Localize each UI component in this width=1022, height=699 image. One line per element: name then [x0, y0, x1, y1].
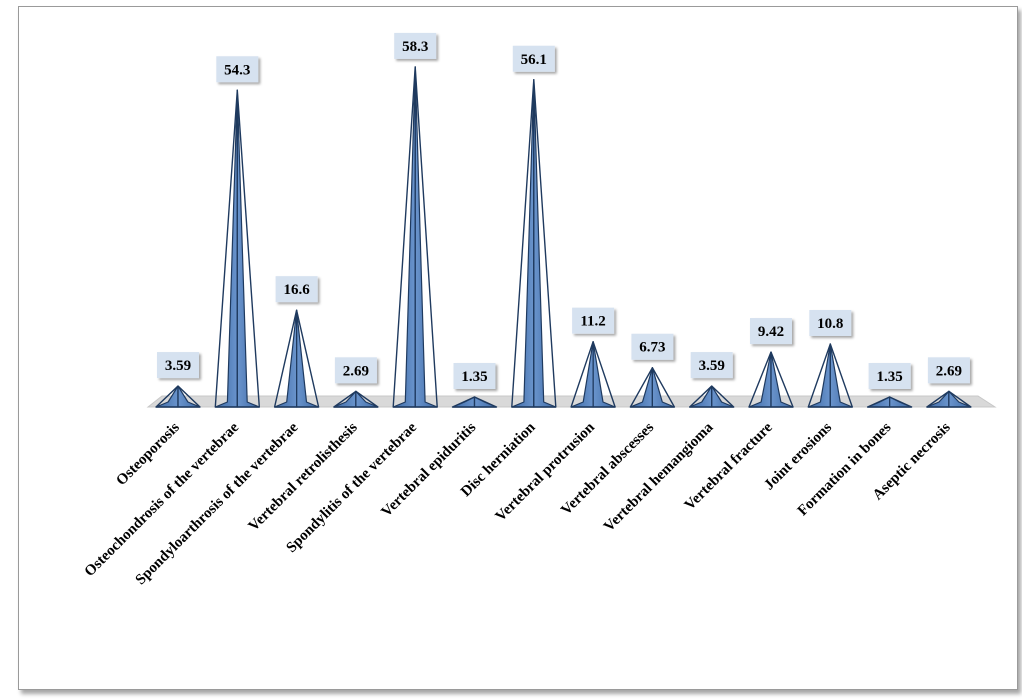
pyramid-bar: [155, 385, 201, 408]
pyramid-bar: [748, 351, 794, 408]
data-label-text: 16.6: [283, 282, 310, 298]
data-label-text: 58.3: [402, 39, 428, 55]
data-label: 54.3: [216, 56, 259, 83]
pyramid-bar: [511, 79, 557, 408]
data-label: 9.42: [750, 318, 792, 345]
data-label: 1.35: [453, 363, 496, 389]
data-label-box: [809, 310, 852, 336]
pyramid-bar: [392, 66, 438, 408]
data-label-box: [275, 276, 318, 303]
data-label-text: 10.8: [817, 316, 843, 332]
data-label-text: 2.69: [343, 363, 369, 379]
data-label-box: [631, 333, 674, 360]
pyramid-bar: [451, 396, 498, 408]
data-label-box: [927, 357, 970, 384]
data-label-text: 11.2: [580, 314, 605, 330]
data-label: 6.73: [631, 333, 674, 360]
data-label-box: [512, 45, 555, 72]
pyramid-bar: [866, 396, 913, 408]
data-label-text: 2.69: [936, 363, 962, 379]
pyramid-bar: [333, 390, 379, 408]
pyramid-bar: [273, 309, 320, 408]
pyramid-bar: [926, 390, 972, 408]
data-label-box: [334, 357, 377, 384]
data-label-text: 1.35: [461, 369, 487, 385]
data-label: 2.69: [334, 357, 377, 384]
chart-frame: [18, 6, 1018, 690]
data-label-box: [394, 32, 437, 59]
pyramid-bar: [629, 367, 676, 408]
data-label-text: 54.3: [224, 62, 250, 78]
data-label-box: [572, 307, 615, 334]
data-label-text: 3.59: [699, 358, 725, 374]
data-label: 3.59: [690, 352, 733, 379]
pyramid-bar: [214, 89, 260, 408]
pyramid-bar: [689, 385, 735, 408]
data-label-text: 6.73: [639, 340, 665, 356]
data-label: 58.3: [394, 32, 437, 59]
data-label-box: [216, 56, 259, 83]
data-label: 1.35: [868, 363, 911, 389]
data-label-box: [157, 352, 199, 379]
data-label: 56.1: [512, 45, 555, 72]
pyramid-bar: [570, 340, 616, 408]
data-label: 16.6: [275, 276, 318, 303]
data-label-text: 9.42: [758, 324, 784, 340]
data-label-box: [868, 363, 911, 389]
x-tick-label: Vertebral protrusion: [493, 419, 599, 525]
data-label-box: [453, 363, 496, 389]
x-tick-label: Vertebral hemangioma: [601, 419, 717, 535]
data-label: 10.8: [809, 310, 852, 336]
data-label: 11.2: [572, 307, 615, 334]
data-label: 3.59: [157, 352, 199, 379]
data-label-text: 3.59: [165, 358, 191, 374]
pyramid-bar: [807, 343, 853, 408]
data-label-text: 56.1: [521, 52, 547, 68]
data-label-box: [690, 352, 733, 379]
data-label-box: [750, 318, 792, 345]
data-label-text: 1.35: [876, 369, 902, 385]
x-tick-label: Vertebral retrolisthesis: [246, 419, 361, 534]
data-label: 2.69: [927, 357, 970, 384]
